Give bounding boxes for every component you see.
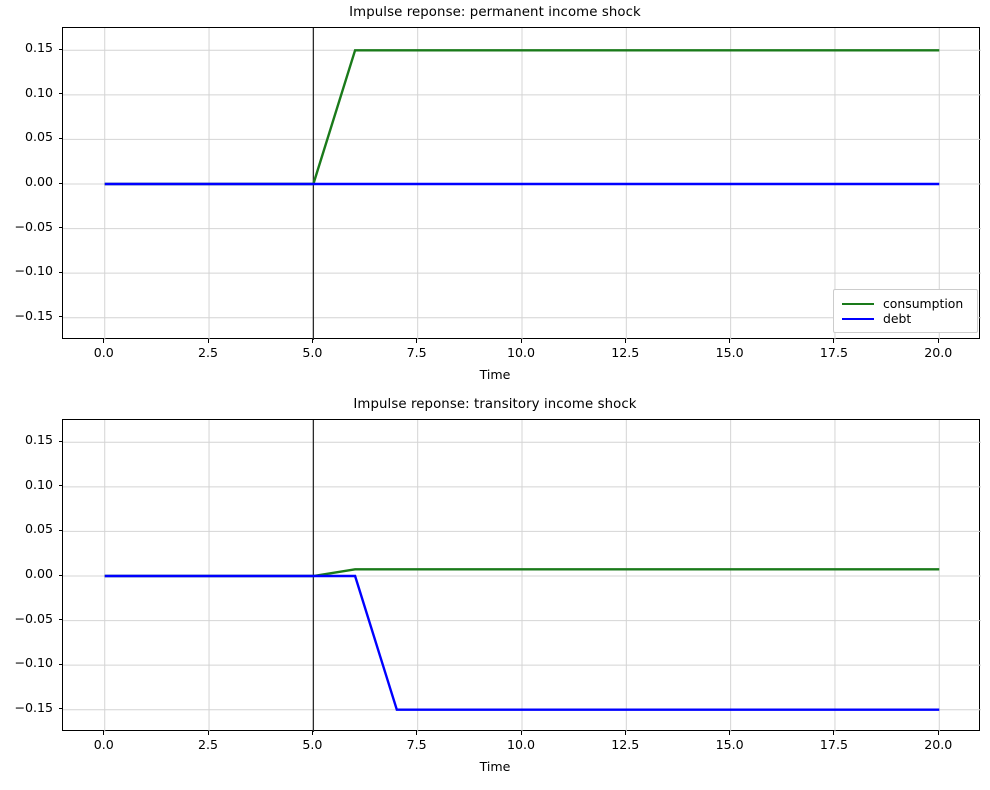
x-axis-tick-label: 20.0	[924, 345, 953, 360]
y-axis-tick-mark	[58, 485, 62, 487]
x-axis-tick-label: 2.5	[198, 737, 219, 752]
y-axis-tick-label: −0.15	[14, 699, 53, 715]
plot-graphics	[63, 420, 981, 732]
x-axis-tick-label: 7.5	[406, 737, 427, 752]
x-axis-tick-label: 15.0	[715, 345, 744, 360]
y-axis-tick-label: 0.10	[24, 84, 53, 100]
x-axis-tick-mark	[207, 731, 209, 735]
x-axis-tick-mark	[207, 339, 209, 343]
x-axis-tick-mark	[833, 339, 835, 343]
x-axis-tick-label: 20.0	[924, 737, 953, 752]
x-axis-tick-label: 10.0	[506, 737, 536, 752]
y-axis-tick-mark	[58, 663, 62, 665]
x-axis-label: Time	[479, 367, 511, 382]
y-axis-tick-label: −0.05	[14, 610, 53, 626]
legend-line-swatch-consumption	[842, 302, 874, 305]
x-axis-label: Time	[479, 759, 511, 774]
y-axis-tick-mark	[58, 93, 62, 95]
x-axis-tick-mark	[103, 731, 105, 735]
chart-legend: consumption debt	[833, 289, 978, 333]
y-axis-tick-mark	[58, 574, 62, 576]
x-axis-tick-label: 12.5	[611, 737, 640, 752]
y-axis-tick-label: 0.05	[24, 129, 53, 145]
x-axis-tick-mark	[311, 731, 313, 735]
y-axis-tick-label: 0.10	[24, 476, 53, 492]
y-axis-tick-mark	[58, 440, 62, 442]
y-axis-tick-mark	[58, 619, 62, 621]
y-axis-tick-label: −0.05	[14, 218, 53, 234]
y-axis-tick-mark	[58, 48, 62, 50]
x-axis-tick-mark	[624, 731, 626, 735]
x-axis-tick-mark	[416, 339, 418, 343]
x-axis-tick-label: 5.0	[302, 345, 323, 360]
x-axis-tick-label: 17.5	[819, 737, 848, 752]
series-line-debt	[104, 574, 940, 711]
y-axis-tick-mark	[58, 529, 62, 531]
y-axis-tick-mark	[58, 182, 62, 184]
plot-area	[62, 419, 981, 732]
y-axis-tick-label: 0.00	[24, 566, 53, 581]
x-axis-tick-label: 17.5	[819, 345, 848, 360]
x-axis-tick-label: 7.5	[406, 345, 427, 360]
x-axis-tick-label: 0.0	[93, 345, 114, 360]
plot-area	[62, 27, 981, 340]
y-axis-tick-mark	[58, 227, 62, 229]
x-axis-tick-mark	[103, 339, 105, 343]
y-axis-tick-label: 0.15	[24, 432, 53, 448]
x-axis-tick-mark	[937, 339, 939, 343]
x-axis-tick-mark	[937, 731, 939, 735]
plot-graphics	[63, 28, 981, 340]
x-axis-tick-mark	[416, 731, 418, 735]
x-axis-tick-label: 0.0	[93, 737, 114, 752]
y-axis-tick-mark	[58, 271, 62, 273]
y-axis-tick-mark	[58, 708, 62, 710]
x-axis-tick-label: 10.0	[506, 345, 536, 360]
legend-label-debt: debt	[883, 311, 912, 326]
x-axis-tick-mark	[624, 339, 626, 343]
legend-label-consumption: consumption	[883, 296, 964, 311]
y-axis-tick-label: −0.15	[14, 307, 53, 323]
legend-line-swatch-debt	[842, 317, 874, 320]
x-axis-tick-label: 12.5	[611, 345, 640, 360]
subplot-title: Impulse reponse: transitory income shock	[353, 397, 637, 412]
y-axis-tick-label: −0.10	[14, 263, 53, 279]
y-axis-tick-label: 0.15	[24, 40, 53, 56]
x-axis-tick-mark	[729, 339, 731, 343]
x-axis-tick-mark	[729, 731, 731, 735]
y-axis-tick-mark	[58, 137, 62, 139]
legend-item-consumption: consumption	[842, 296, 969, 311]
y-axis-tick-label: 0.05	[24, 521, 53, 537]
legend-item-debt: debt	[842, 311, 969, 326]
y-axis-tick-mark	[58, 316, 62, 318]
y-axis-tick-label: −0.10	[14, 655, 53, 671]
x-axis-tick-mark	[833, 731, 835, 735]
x-axis-tick-mark	[520, 339, 522, 343]
subplot-title: Impulse reponse: permanent income shock	[349, 5, 641, 20]
x-axis-tick-mark	[311, 339, 313, 343]
y-axis-tick-label: 0.00	[24, 174, 53, 189]
x-axis-tick-label: 5.0	[302, 737, 323, 752]
x-axis-tick-mark	[520, 731, 522, 735]
x-axis-tick-label: 2.5	[198, 345, 219, 360]
x-axis-tick-label: 15.0	[715, 737, 744, 752]
